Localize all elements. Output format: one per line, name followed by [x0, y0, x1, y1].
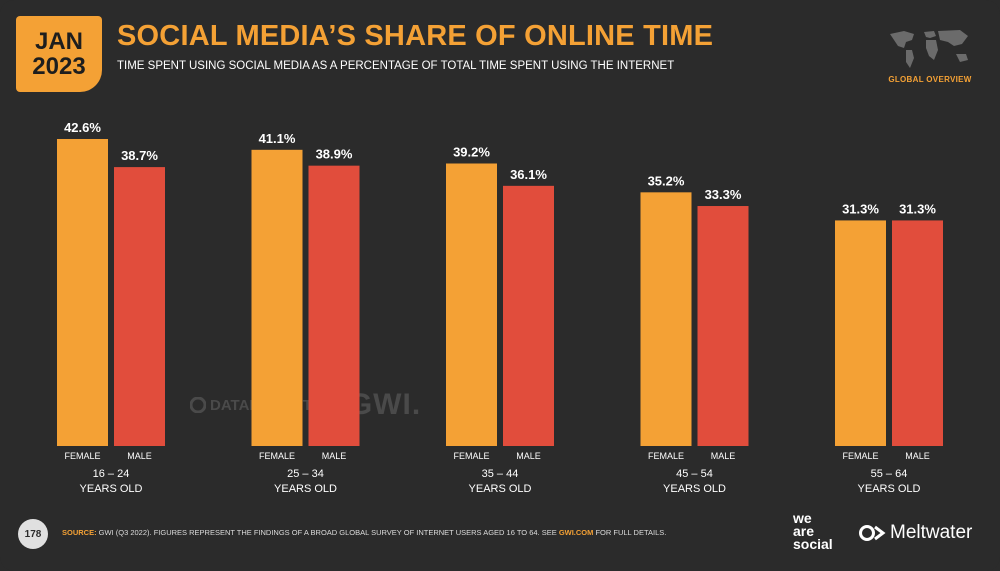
badge-month: JAN — [34, 27, 83, 55]
logo-line-social: social — [793, 536, 833, 552]
bar-male-5 — [892, 220, 943, 446]
category-label-5: 55 – 64 — [871, 468, 908, 480]
global-overview-label: GLOBAL OVERVIEW — [888, 75, 972, 84]
category-sublabel-1: YEARS OLD — [80, 483, 143, 495]
meltwater-text: Meltwater — [890, 522, 973, 543]
page-number: 178 — [18, 519, 48, 549]
we-are-social-logo: we are social — [793, 510, 833, 552]
data-label-female-5: 31.3% — [842, 201, 879, 216]
page-subtitle: TIME SPENT USING SOCIAL MEDIA AS A PERCE… — [117, 60, 675, 72]
data-label-male-3: 36.1% — [510, 167, 547, 182]
bar-female-4 — [640, 192, 692, 446]
data-label-female-2: 41.1% — [259, 131, 296, 146]
category-sublabel-3: YEARS OLD — [469, 483, 532, 495]
category-label-3: 35 – 44 — [482, 468, 519, 480]
source-tail: FOR FULL DETAILS. — [593, 528, 667, 537]
page-title: SOCIAL MEDIA’S SHARE OF ONLINE TIME — [117, 20, 714, 52]
logo-line-we: we — [793, 510, 812, 526]
date-badge: JAN 2023 — [16, 16, 102, 92]
bar-female-5 — [835, 220, 886, 446]
datareportal-icon — [190, 397, 206, 413]
category-sublabel-4: YEARS OLD — [663, 483, 726, 495]
series-label-male-2: MALE — [322, 451, 347, 461]
data-label-male-4: 33.3% — [705, 187, 742, 202]
logo-line-are: are — [793, 523, 815, 539]
series-label-male-3: MALE — [516, 451, 541, 461]
source-text: GWI (Q3 2022). FIGURES REPRESENT THE FIN… — [96, 528, 559, 537]
gwi-watermark: GWI. — [348, 388, 422, 421]
series-label-female-2: FEMALE — [259, 451, 295, 461]
data-label-female-3: 39.2% — [453, 145, 490, 160]
category-sublabel-2: YEARS OLD — [274, 483, 337, 495]
bar-male-2 — [308, 165, 360, 447]
world-map-icon — [890, 30, 968, 68]
data-label-male-5: 31.3% — [899, 201, 936, 216]
bar-male-1 — [114, 167, 165, 446]
series-label-male-1: MALE — [127, 451, 152, 461]
source-link[interactable]: GWI.COM — [558, 528, 594, 537]
category-sublabel-5: YEARS OLD — [858, 483, 921, 495]
category-label-2: 25 – 34 — [287, 468, 324, 480]
category-label-4: 45 – 54 — [676, 468, 713, 480]
series-label-female-5: FEMALE — [842, 451, 878, 461]
meltwater-icon — [859, 525, 886, 541]
bar-male-3 — [503, 185, 554, 447]
series-label-male-5: MALE — [905, 451, 930, 461]
badge-year: 2023 — [32, 53, 86, 80]
source-key: SOURCE: — [62, 528, 97, 537]
data-label-male-2: 38.9% — [316, 147, 353, 162]
series-label-female-1: FEMALE — [64, 451, 100, 461]
data-label-female-4: 35.2% — [648, 173, 685, 188]
bar-female-2 — [251, 149, 303, 446]
data-label-male-1: 38.7% — [121, 148, 158, 163]
category-label-1: 16 – 24 — [93, 468, 130, 480]
data-label-female-1: 42.6% — [64, 120, 101, 135]
bar-male-4 — [697, 206, 749, 446]
bar-female-1 — [57, 139, 108, 446]
bar-female-3 — [446, 163, 497, 446]
source-note: SOURCE: GWI (Q3 2022). FIGURES REPRESENT… — [62, 528, 666, 537]
series-label-male-4: MALE — [711, 451, 736, 461]
series-label-female-3: FEMALE — [453, 451, 489, 461]
series-label-female-4: FEMALE — [648, 451, 684, 461]
meltwater-logo: Meltwater — [858, 522, 972, 544]
